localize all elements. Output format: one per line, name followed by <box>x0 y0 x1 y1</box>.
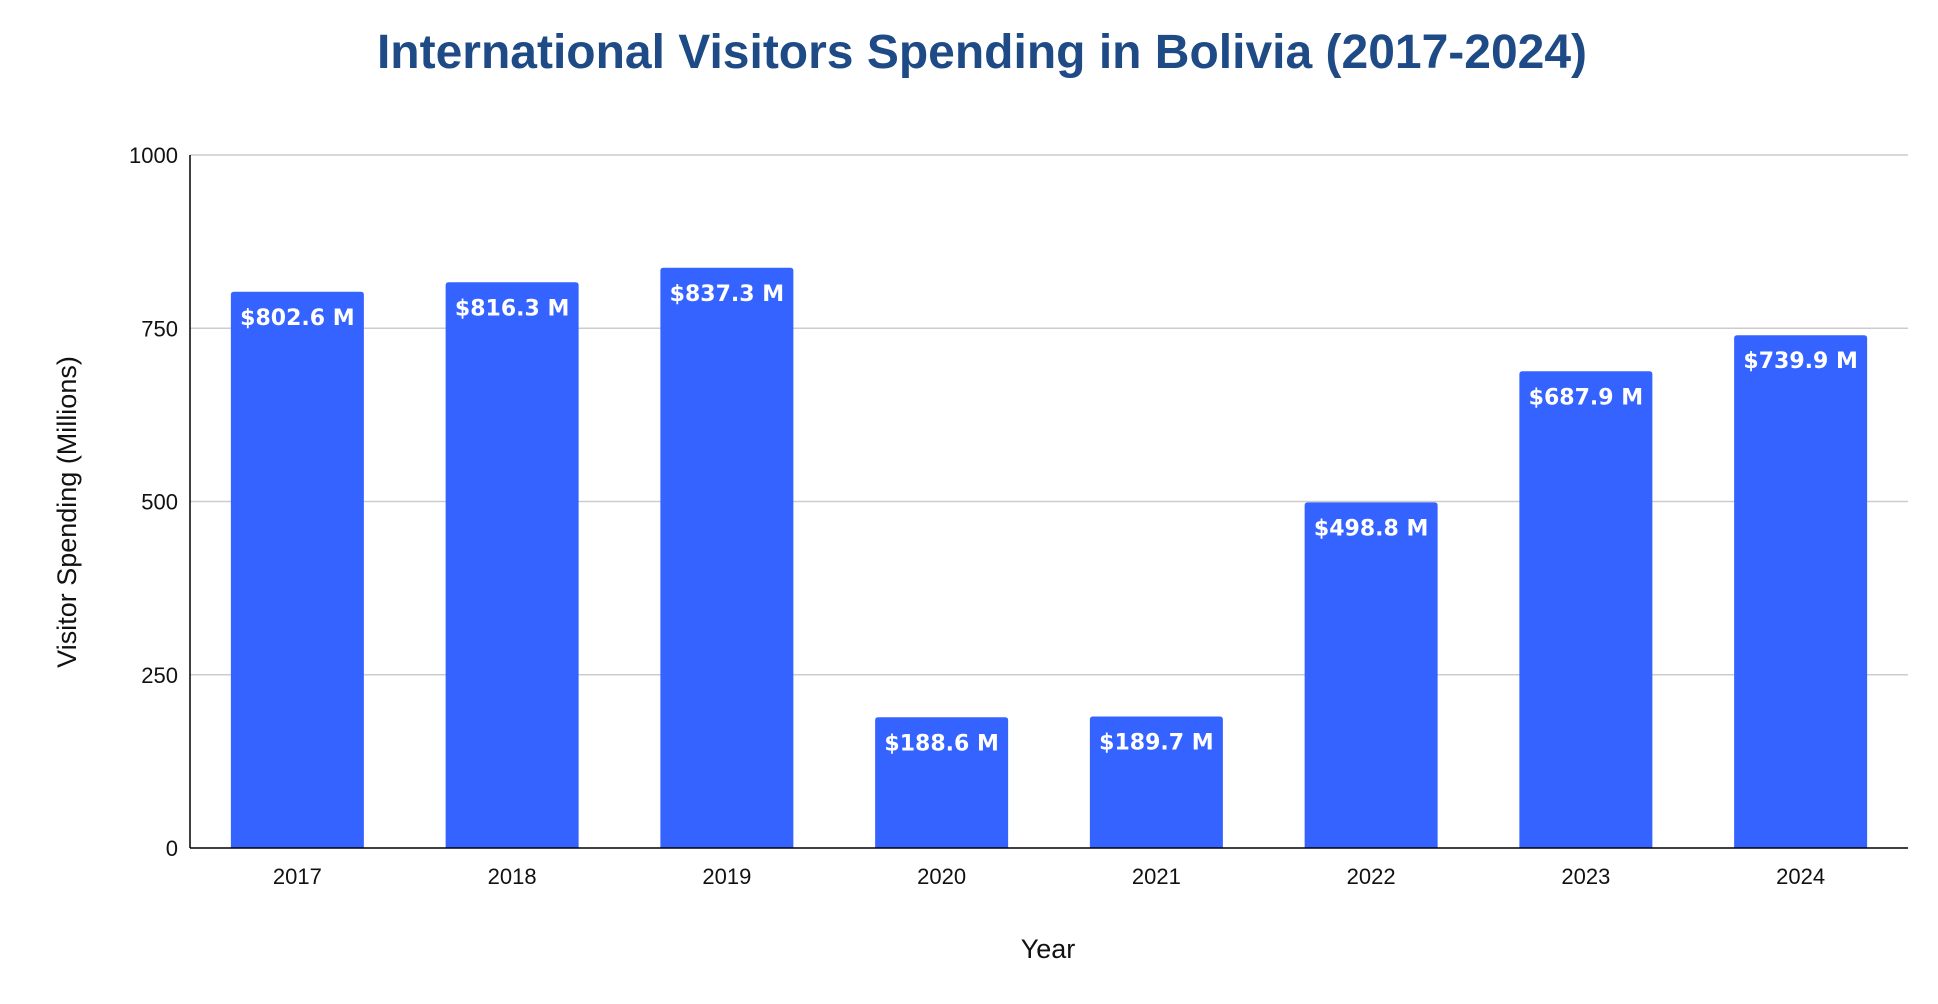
y-tick-labels: 0 250 500 750 1000 <box>129 143 178 861</box>
x-axis-title: Year <box>1021 934 1076 964</box>
x-tick-label: 2018 <box>488 864 537 889</box>
x-tick-label: 2023 <box>1561 864 1610 889</box>
y-tick-label: 750 <box>141 316 178 341</box>
x-tick-label: 2021 <box>1132 864 1181 889</box>
x-tick-label: 2019 <box>702 864 751 889</box>
y-tick-label: 1000 <box>129 143 178 168</box>
x-tick-labels: 2017 2018 2019 2020 2021 2022 2023 2024 <box>273 864 1825 889</box>
bar-2017 <box>230 291 364 848</box>
x-tick-label: 2024 <box>1776 864 1825 889</box>
data-label-2020: $188.6 M <box>884 731 998 756</box>
bar-2021 <box>1089 716 1223 848</box>
x-tick-label: 2017 <box>273 864 322 889</box>
bar-2022 <box>1304 502 1438 848</box>
data-label-2022: $498.8 M <box>1314 516 1428 541</box>
y-tick-label: 250 <box>141 663 178 688</box>
data-label-2024: $739.9 M <box>1743 349 1857 374</box>
y-axis-title: Visitor Spending (Millions) <box>52 356 82 668</box>
x-tick-label: 2022 <box>1347 864 1396 889</box>
data-label-2018: $816.3 M <box>455 296 569 321</box>
bar-2020 <box>875 717 1009 848</box>
y-tick-label: 0 <box>166 836 178 861</box>
data-label-2017: $802.6 M <box>240 306 354 331</box>
bar-2024 <box>1734 335 1868 849</box>
chart-title: International Visitors Spending in Boliv… <box>377 26 1587 79</box>
data-label-2021: $189.7 M <box>1099 731 1213 756</box>
y-tick-label: 500 <box>141 490 178 515</box>
bar-2023 <box>1519 371 1653 848</box>
data-label-2019: $837.3 M <box>670 282 784 307</box>
bars: $802.6 M $816.3 M $837.3 M $188.6 M $189.7 M… <box>230 267 1868 849</box>
x-tick-label: 2020 <box>917 864 966 889</box>
bar-2018 <box>445 282 579 849</box>
bar-2019 <box>660 267 794 848</box>
data-label-2023: $687.9 M <box>1529 385 1643 410</box>
axes <box>189 155 1908 849</box>
